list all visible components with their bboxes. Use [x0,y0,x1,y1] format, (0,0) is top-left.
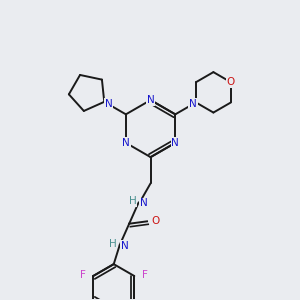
Text: H: H [129,196,136,206]
Text: F: F [80,270,85,280]
Text: N: N [189,99,197,109]
Text: N: N [122,138,130,148]
Text: N: N [171,138,179,148]
Text: N: N [121,241,128,251]
Text: N: N [140,199,147,208]
Text: N: N [104,99,112,109]
Text: O: O [227,77,235,87]
Text: H: H [109,239,116,249]
Text: N: N [147,95,154,105]
Text: O: O [151,216,160,226]
Text: F: F [142,270,148,280]
